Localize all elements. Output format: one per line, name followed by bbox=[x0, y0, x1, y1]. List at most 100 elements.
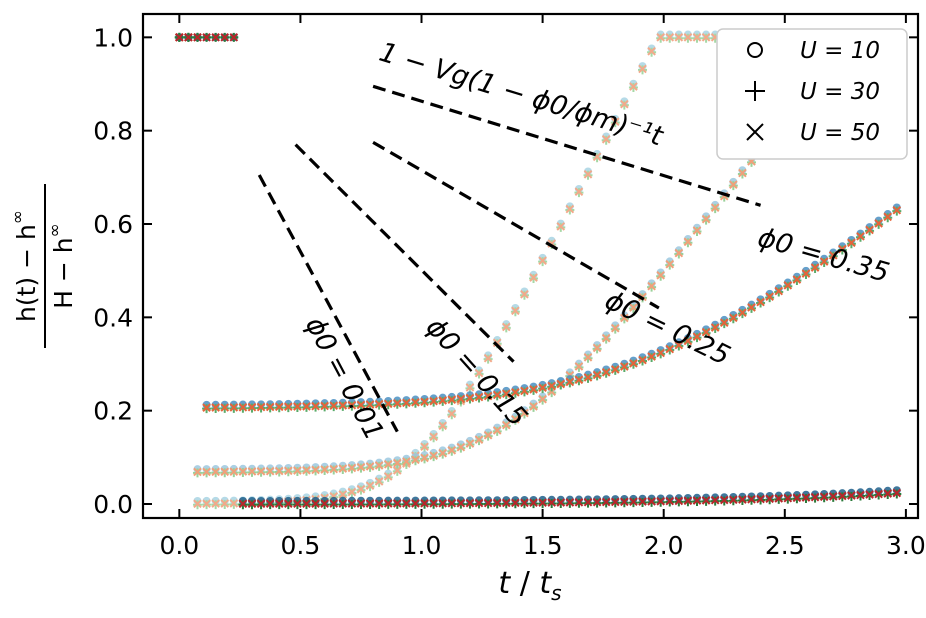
data-point bbox=[501, 498, 511, 508]
data-point bbox=[819, 257, 829, 266]
data-point bbox=[429, 396, 438, 406]
data-point bbox=[538, 256, 547, 265]
data-point bbox=[583, 169, 593, 179]
data-point bbox=[865, 490, 874, 499]
data-point bbox=[175, 33, 184, 42]
data-point bbox=[501, 322, 511, 332]
data-point bbox=[202, 467, 211, 477]
data-point bbox=[520, 386, 529, 396]
data-point bbox=[284, 466, 293, 476]
data-point bbox=[474, 498, 484, 508]
data-point bbox=[783, 493, 793, 503]
data-point bbox=[447, 395, 457, 405]
x-tick-label: 0.5 bbox=[281, 531, 321, 560]
data-point bbox=[392, 466, 402, 475]
data-point bbox=[274, 466, 284, 476]
data-point bbox=[374, 461, 384, 470]
data-point bbox=[565, 498, 575, 507]
data-point bbox=[220, 467, 230, 477]
data-point bbox=[356, 462, 366, 472]
data-point bbox=[819, 492, 829, 502]
data-point bbox=[865, 225, 874, 235]
data-point bbox=[220, 499, 230, 508]
y-tick-label: 0.8 bbox=[93, 117, 133, 146]
data-point bbox=[256, 402, 266, 412]
data-point bbox=[511, 388, 520, 397]
data-point bbox=[492, 498, 502, 508]
x-tick-label: 2.5 bbox=[765, 531, 805, 560]
data-point bbox=[501, 389, 511, 398]
data-point bbox=[592, 370, 602, 380]
data-point bbox=[274, 402, 284, 412]
data-point bbox=[411, 499, 420, 508]
data-point bbox=[638, 497, 647, 506]
data-point bbox=[601, 497, 611, 507]
data-point bbox=[765, 292, 774, 301]
data-point bbox=[447, 498, 457, 508]
data-point bbox=[420, 499, 429, 508]
data-point bbox=[629, 497, 638, 506]
data-point bbox=[311, 465, 320, 475]
data-point bbox=[638, 64, 647, 74]
data-point bbox=[610, 365, 620, 374]
data-point bbox=[392, 458, 402, 468]
data-point bbox=[883, 212, 893, 222]
x-tick-label: 0.0 bbox=[159, 531, 199, 560]
data-point bbox=[665, 259, 675, 269]
data-point bbox=[465, 393, 475, 403]
data-point bbox=[229, 403, 239, 412]
tick-layer: 0.0 0.5 1.0 1.5 2.0 2.5 3.0 0.0 0.2 0.4 0.6 0.8 1.0 bbox=[93, 14, 926, 560]
legend-label: U = 50 bbox=[800, 120, 880, 146]
data-point bbox=[683, 336, 693, 346]
annotation-label: ϕ0 = 0.15 bbox=[420, 312, 533, 433]
data-point bbox=[538, 394, 547, 404]
data-point bbox=[347, 463, 357, 473]
x-axis-label: t / ts bbox=[498, 566, 561, 605]
data-point bbox=[293, 466, 302, 475]
data-point bbox=[710, 203, 720, 213]
data-point bbox=[456, 394, 466, 404]
data-point bbox=[302, 499, 311, 508]
data-point bbox=[347, 487, 357, 497]
data-point bbox=[538, 383, 547, 393]
data-point bbox=[383, 499, 393, 508]
data-point bbox=[610, 497, 620, 507]
data-point bbox=[247, 499, 257, 509]
data-point bbox=[601, 134, 611, 144]
data-point bbox=[374, 477, 384, 486]
data-point bbox=[420, 453, 429, 463]
data-point bbox=[247, 467, 257, 476]
data-point bbox=[629, 82, 638, 91]
data-point bbox=[701, 327, 711, 337]
x-tick-label: 1.0 bbox=[402, 531, 442, 560]
data-point bbox=[810, 263, 820, 272]
data-point bbox=[356, 484, 366, 494]
data-point bbox=[265, 499, 275, 509]
data-point bbox=[574, 498, 584, 507]
data-point bbox=[647, 281, 656, 291]
x-tick-label: 3.0 bbox=[886, 531, 926, 560]
legend-label: U = 30 bbox=[800, 79, 880, 105]
data-point bbox=[483, 391, 493, 401]
data-point bbox=[447, 409, 457, 419]
data-point bbox=[801, 269, 811, 278]
data-point bbox=[574, 375, 584, 385]
data-point bbox=[211, 467, 220, 477]
data-point bbox=[492, 390, 502, 400]
y-axis-label-denominator: H − h∞ bbox=[45, 223, 78, 309]
data-point bbox=[683, 33, 693, 42]
data-point bbox=[447, 446, 457, 455]
data-point bbox=[620, 362, 629, 371]
data-point bbox=[238, 499, 248, 509]
data-point bbox=[320, 401, 329, 411]
data-point bbox=[311, 401, 320, 411]
data-point bbox=[620, 497, 629, 507]
data-point bbox=[284, 499, 293, 509]
data-point bbox=[656, 270, 665, 280]
data-point bbox=[792, 493, 802, 503]
data-point bbox=[529, 402, 538, 411]
data-point bbox=[356, 499, 366, 508]
data-point bbox=[329, 464, 339, 474]
data-point bbox=[529, 385, 538, 394]
data-point bbox=[810, 492, 820, 502]
